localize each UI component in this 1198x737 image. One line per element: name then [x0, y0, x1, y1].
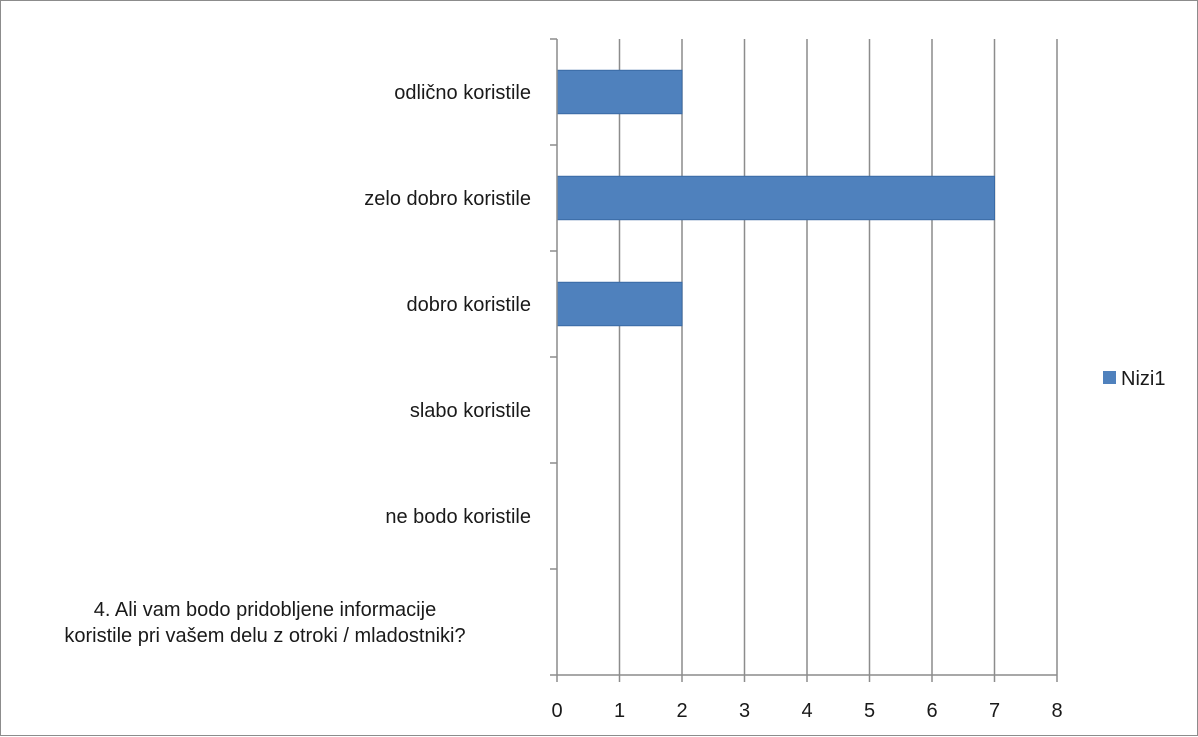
category-label: slabo koristile — [410, 400, 531, 422]
x-tick-label: 3 — [739, 700, 750, 722]
category-label: ne bodo koristile — [385, 506, 531, 528]
category-label-line: dobro koristile — [406, 294, 531, 316]
category-labels: odlično koristile zelo dobro koristile dob… — [64, 82, 531, 647]
x-tick-label: 1 — [614, 700, 625, 722]
category-label-line: 4. Ali vam bodo pridobljene informacije — [94, 599, 436, 621]
category-label-line: koristile pri vašem delu z otroki / mlad… — [64, 625, 465, 647]
x-tick-label: 2 — [676, 700, 687, 722]
x-tick-label: 0 — [551, 700, 562, 722]
category-label-line: odlično koristile — [394, 82, 531, 104]
x-tick-labels: 0 1 2 3 4 5 6 7 8 — [551, 700, 1062, 722]
x-tick-label: 7 — [989, 700, 1000, 722]
category-label: zelo dobro koristile — [364, 188, 531, 210]
bar — [556, 69, 683, 115]
legend-label: Nizi1 — [1121, 368, 1165, 390]
category-label-line: zelo dobro koristile — [364, 188, 531, 210]
bars — [556, 69, 995, 327]
legend: Nizi1 — [1103, 368, 1165, 390]
x-tick-label: 8 — [1051, 700, 1062, 722]
bar — [556, 281, 683, 327]
category-label: 4. Ali vam bodo pridobljene informacije k… — [64, 599, 465, 647]
x-tick-label: 4 — [801, 700, 812, 722]
axes — [550, 38, 1058, 682]
category-label: odlično koristile — [394, 82, 531, 104]
gridlines — [618, 39, 1058, 675]
bar — [556, 175, 995, 221]
legend-swatch — [1103, 371, 1116, 384]
category-label-line: slabo koristile — [410, 400, 531, 422]
x-tick-label: 6 — [926, 700, 937, 722]
x-tick-label: 5 — [864, 700, 875, 722]
category-label: dobro koristile — [406, 294, 531, 316]
category-label-line: ne bodo koristile — [385, 506, 531, 528]
